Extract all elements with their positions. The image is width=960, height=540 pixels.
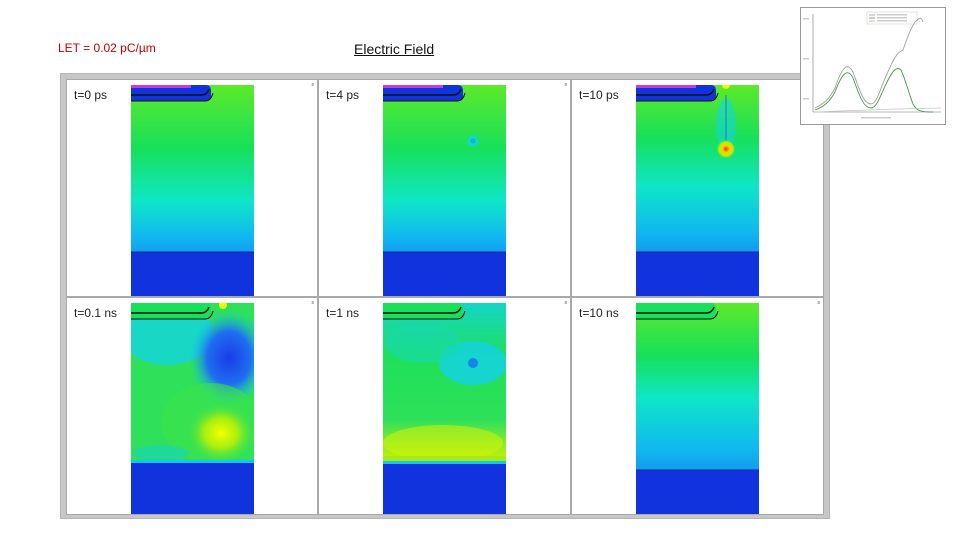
panel-corner-mark: s: [564, 82, 568, 88]
field-map: [131, 85, 254, 296]
simulation-grid: t=0 ps s: [60, 73, 830, 519]
inset-plot-thumbnail: [800, 7, 946, 125]
field-map: [383, 85, 506, 296]
panel-t10ns: t=10 ns s: [571, 297, 824, 515]
field-map: [131, 303, 254, 514]
time-label: t=4 ps: [326, 88, 360, 102]
time-label: t=0 ps: [74, 88, 108, 102]
panel-t1ns: t=1 ns s: [318, 297, 571, 515]
time-label: t=0.1 ns: [74, 306, 118, 320]
panel-t0ps: t=0 ps s: [66, 79, 318, 297]
panel-corner-mark: s: [311, 82, 315, 88]
page-title: Electric Field: [354, 41, 435, 57]
panel-corner-mark: s: [817, 300, 821, 306]
panel-corner-mark: s: [564, 300, 568, 306]
panel-corner-mark: s: [311, 300, 315, 306]
let-label: LET = 0.02 pC/µm: [58, 41, 156, 55]
field-map: [383, 303, 506, 514]
time-label: t=10 ps: [579, 88, 619, 102]
panel-t0.1ns: t=0.1 ns s: [66, 297, 318, 515]
panel-t4ps: t=4 ps s: [318, 79, 571, 297]
time-label: t=1 ns: [326, 306, 360, 320]
field-map: [636, 85, 759, 296]
field-map: [636, 303, 759, 514]
time-label: t=10 ns: [579, 306, 619, 320]
panel-t10ps: t=10 ps s: [571, 79, 824, 297]
